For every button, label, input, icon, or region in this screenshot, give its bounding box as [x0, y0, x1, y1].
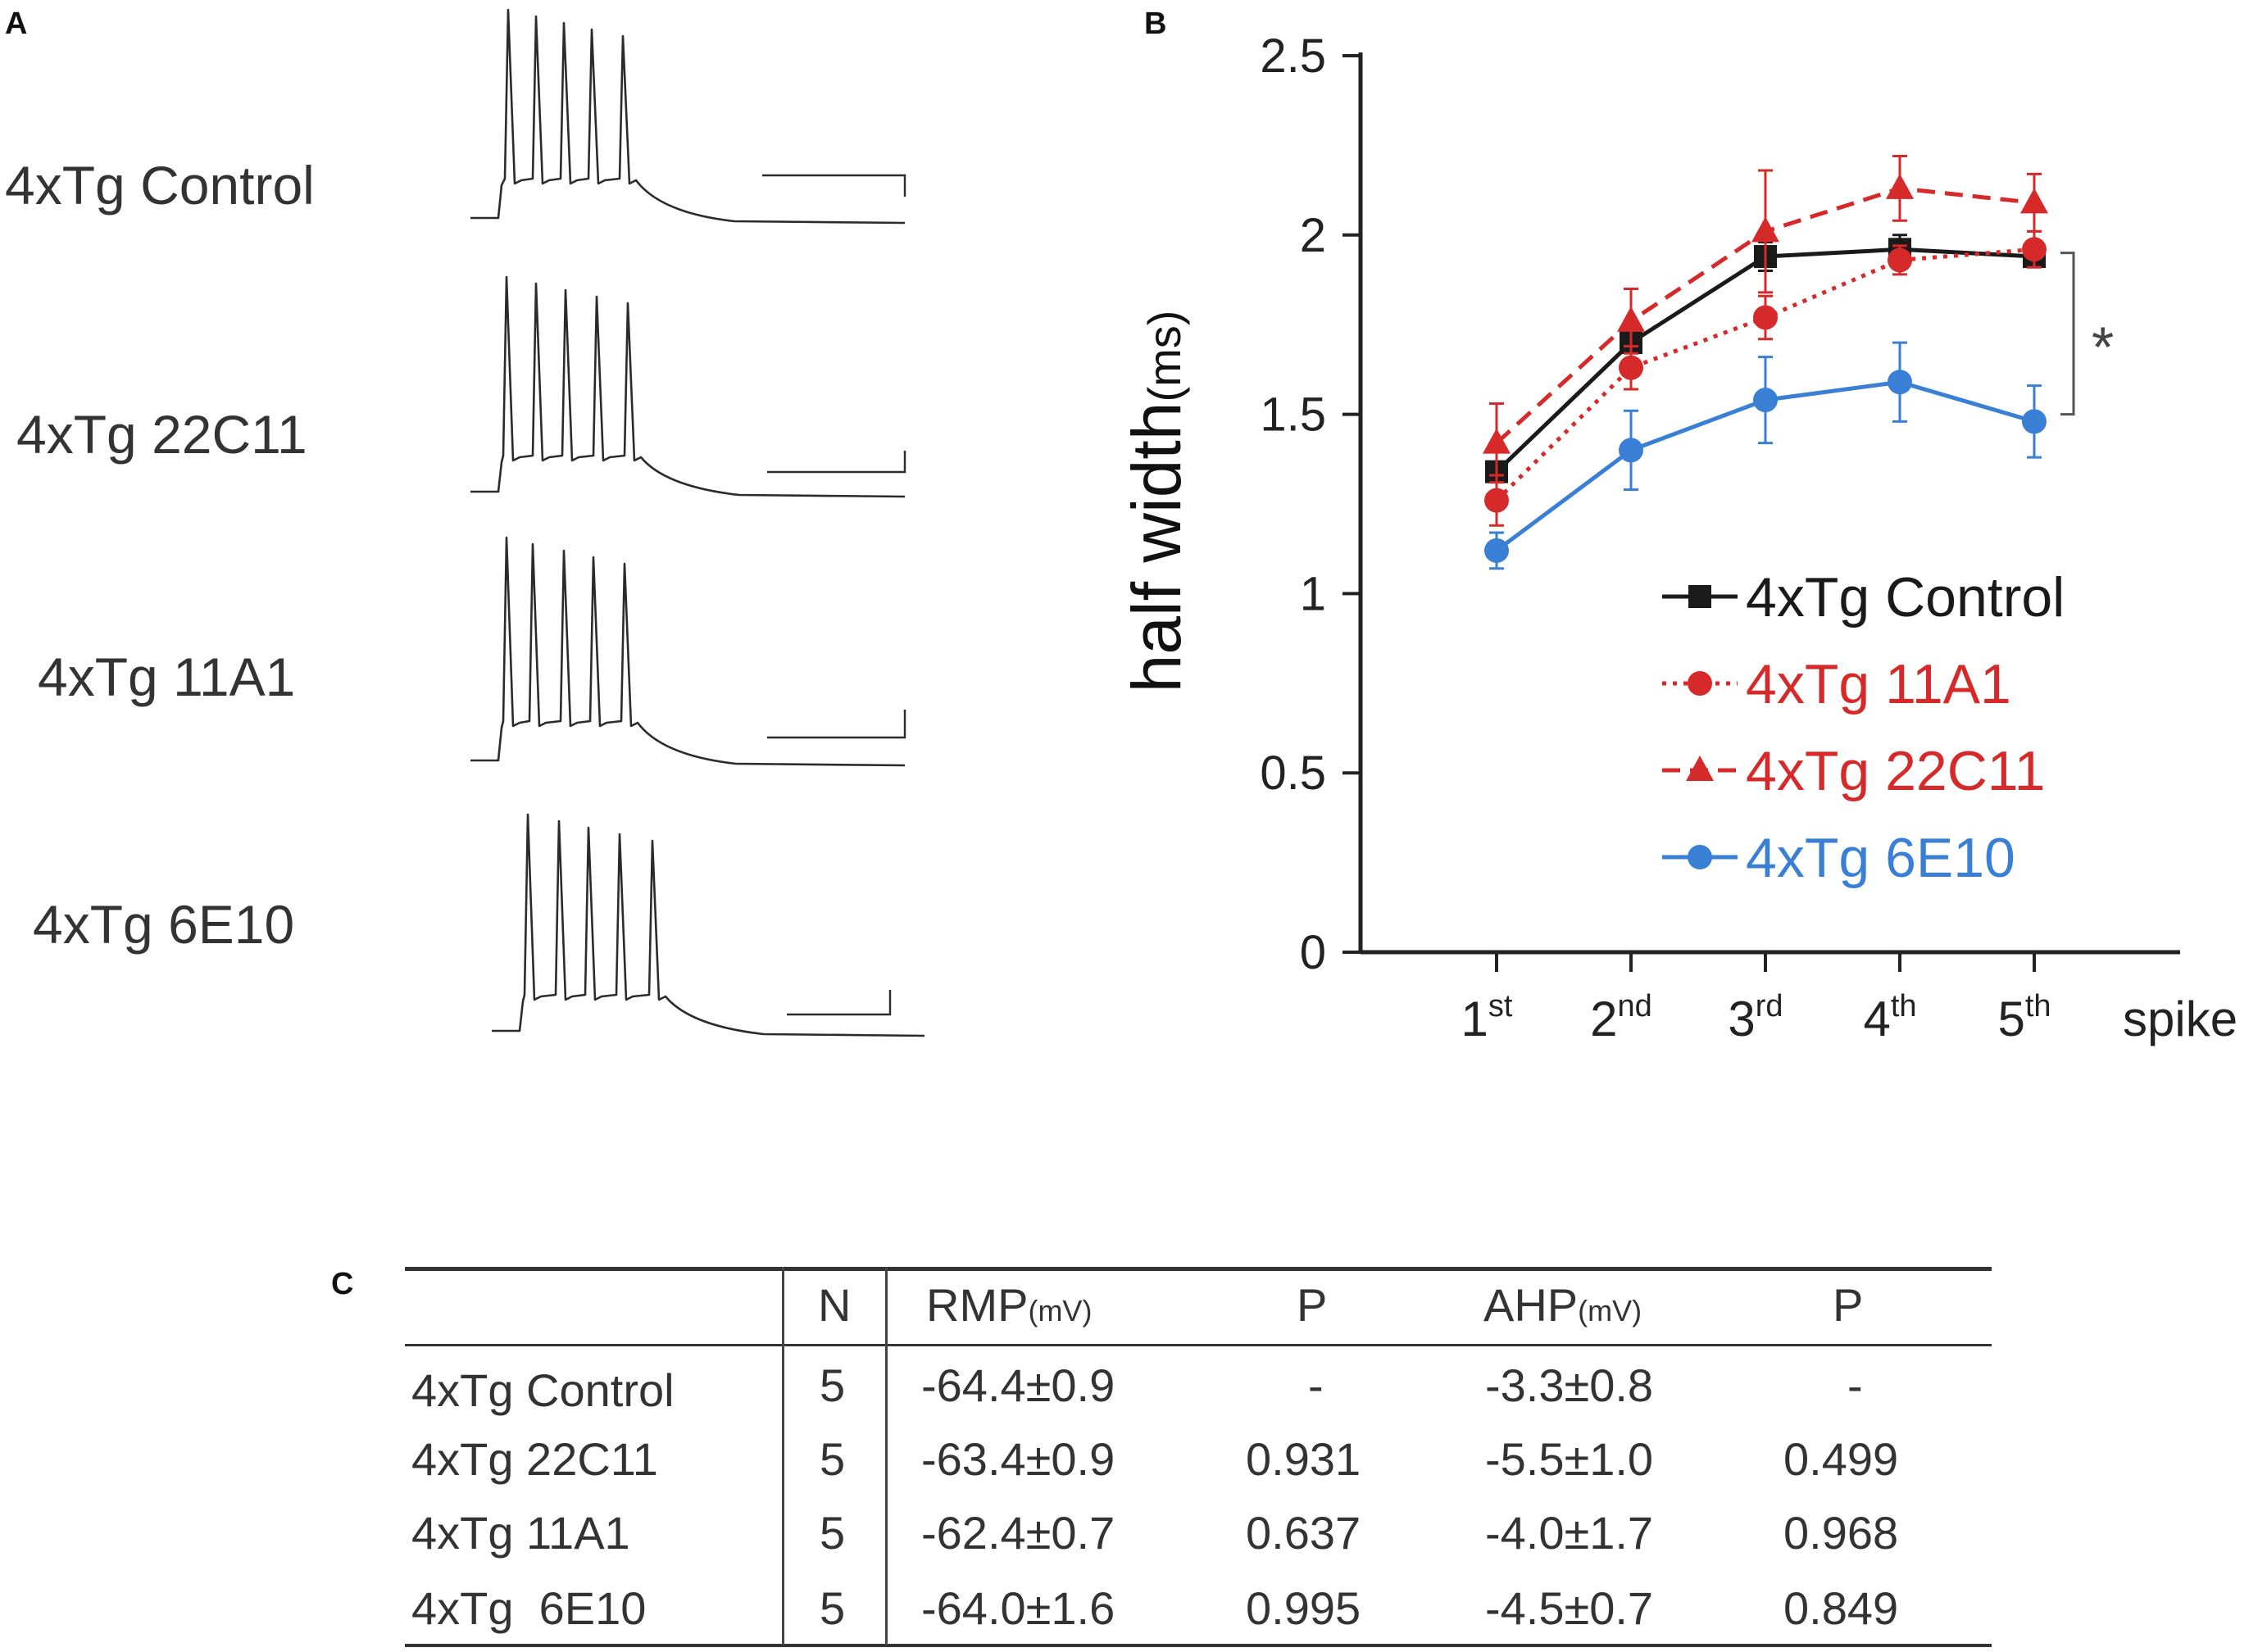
data-point [1617, 306, 1645, 332]
y-tick-label: 1.5 [1260, 388, 1326, 442]
data-point [1751, 216, 1779, 243]
y-tick-label: 2.5 [1260, 30, 1326, 83]
x-tick-label: 1st [1461, 989, 1513, 1046]
y-tick-label: 1 [1300, 567, 1326, 620]
data-point [2022, 237, 2047, 262]
table-cell-n: 5 [820, 1507, 846, 1559]
spike-traces-svg [470, 8, 925, 1037]
table-cell-group: 4xTg 6E10 [411, 1582, 647, 1634]
table-bottom-rule [405, 1644, 1992, 1647]
table-cell-rmp: -64.4±0.9 [921, 1359, 1115, 1411]
series-2 [1483, 155, 2048, 484]
data-point [1484, 488, 1509, 513]
x-tick-label: 5th [1997, 989, 2051, 1046]
table-cell-n: 5 [820, 1433, 846, 1485]
data-point [1753, 305, 1778, 330]
table-cell-rmp: -62.4±0.7 [921, 1507, 1115, 1559]
table-header-rule [405, 1344, 1992, 1346]
legend-entry: 4xTg 11A1 [1662, 653, 2011, 715]
table-cell-ahp: -4.5±0.7 [1485, 1582, 1654, 1634]
trace-label-6e10: 4xTg 6E10 [33, 894, 295, 955]
table-cell-group: 4xTg 11A1 [411, 1507, 630, 1559]
significance-star: * [2092, 315, 2114, 379]
data-point [1619, 438, 1643, 463]
legend-label: 4xTg Control [1746, 566, 2065, 629]
trace-label-22c11: 4xTg 22C11 [16, 404, 307, 465]
legend-entry: 4xTg 22C11 [1662, 740, 2045, 802]
y-tick-label: 0 [1300, 926, 1326, 979]
table-cell-rmp: -64.0±1.6 [921, 1582, 1115, 1634]
legend-label: 4xTg 22C11 [1746, 740, 2045, 802]
table-header-p2: P [1833, 1279, 1864, 1331]
trace-label-11a1: 4xTg 11A1 [38, 647, 296, 707]
spike-trace-1 [470, 275, 906, 498]
significance-bracket [2060, 252, 2075, 416]
table-header-ahp: AHP(mV) [1483, 1279, 1642, 1331]
x-tick-label: 4th [1863, 989, 1916, 1046]
legend-marker [1688, 585, 1711, 608]
table-cell-group: 4xTg Control [411, 1364, 675, 1416]
data-point [1888, 247, 1912, 273]
legend-marker [1686, 756, 1714, 781]
data-point [2020, 188, 2048, 214]
data-point [1619, 355, 1643, 380]
data-point [1753, 388, 1778, 413]
x-tick-label: 3rd [1728, 989, 1783, 1046]
scale-bar-1 [767, 451, 906, 474]
table-cell-n: 5 [820, 1582, 846, 1634]
trace-label-control: 4xTg Control [5, 155, 315, 216]
data-point [1483, 428, 1511, 454]
table-cell-n: 5 [820, 1359, 846, 1411]
panel-label-c: C [331, 1267, 354, 1301]
x-axis-label: spike [2123, 992, 2237, 1046]
panel-label-b: B [1144, 7, 1167, 41]
legend-entry: 4xTg Control [1662, 566, 2065, 629]
table-cell-p1: - [1308, 1359, 1324, 1411]
table-divider-2 [885, 1267, 888, 1645]
table-header-n: N [818, 1279, 852, 1331]
spike-trace-0 [470, 8, 906, 225]
table-cell-rmp: -63.4±0.9 [921, 1433, 1115, 1485]
y-tick-label: 0.5 [1260, 747, 1326, 800]
y-axis-label: half width(ms) [1118, 311, 1195, 693]
scale-bar-0 [762, 174, 906, 197]
table-cell-p2: - [1847, 1359, 1863, 1411]
table-divider-1 [782, 1267, 784, 1645]
table-header-rmp: RMP(mV) [926, 1279, 1093, 1331]
y-tick-label: 2 [1300, 209, 1326, 262]
table-cell-p1: 0.995 [1246, 1582, 1361, 1634]
data-point [2022, 409, 2047, 434]
table-cell-p2: 0.499 [1783, 1433, 1899, 1485]
data-point [1888, 370, 1912, 395]
scale-bar-3 [787, 990, 892, 1016]
half-width-chart: 0 0.5 1 1.5 2 2.5 1st 2nd 3rd 4th 5th spike half wid… [1118, 30, 2237, 1046]
data-point [1886, 173, 1914, 199]
table-top-rule [405, 1267, 1992, 1271]
series-3 [1484, 341, 2047, 570]
table-cell-p1: 0.931 [1246, 1433, 1361, 1485]
table-cell-ahp: -3.3±0.8 [1485, 1359, 1654, 1411]
table-cell-ahp: -4.0±1.7 [1485, 1507, 1654, 1559]
table-cell-ahp: -5.5±1.0 [1485, 1433, 1654, 1485]
table-cell-p2: 0.849 [1783, 1582, 1899, 1634]
spike-trace-2 [470, 536, 906, 767]
table-cell-p1: 0.637 [1246, 1507, 1361, 1559]
spike-trace-3 [492, 813, 925, 1037]
legend-label: 4xTg 6E10 [1746, 827, 2015, 889]
legend-marker [1688, 845, 1712, 869]
table-header-p1: P [1297, 1279, 1328, 1331]
panel-label-a: A [5, 7, 28, 41]
legend-entry: 4xTg 6E10 [1662, 827, 2015, 889]
data-point [1484, 538, 1509, 563]
legend-marker [1688, 671, 1712, 696]
x-tick-label: 2nd [1590, 989, 1652, 1046]
scale-bar-2 [767, 710, 906, 739]
table-cell-group: 4xTg 22C11 [411, 1433, 658, 1485]
table-cell-p2: 0.968 [1783, 1507, 1899, 1559]
legend-label: 4xTg 11A1 [1746, 653, 2011, 715]
